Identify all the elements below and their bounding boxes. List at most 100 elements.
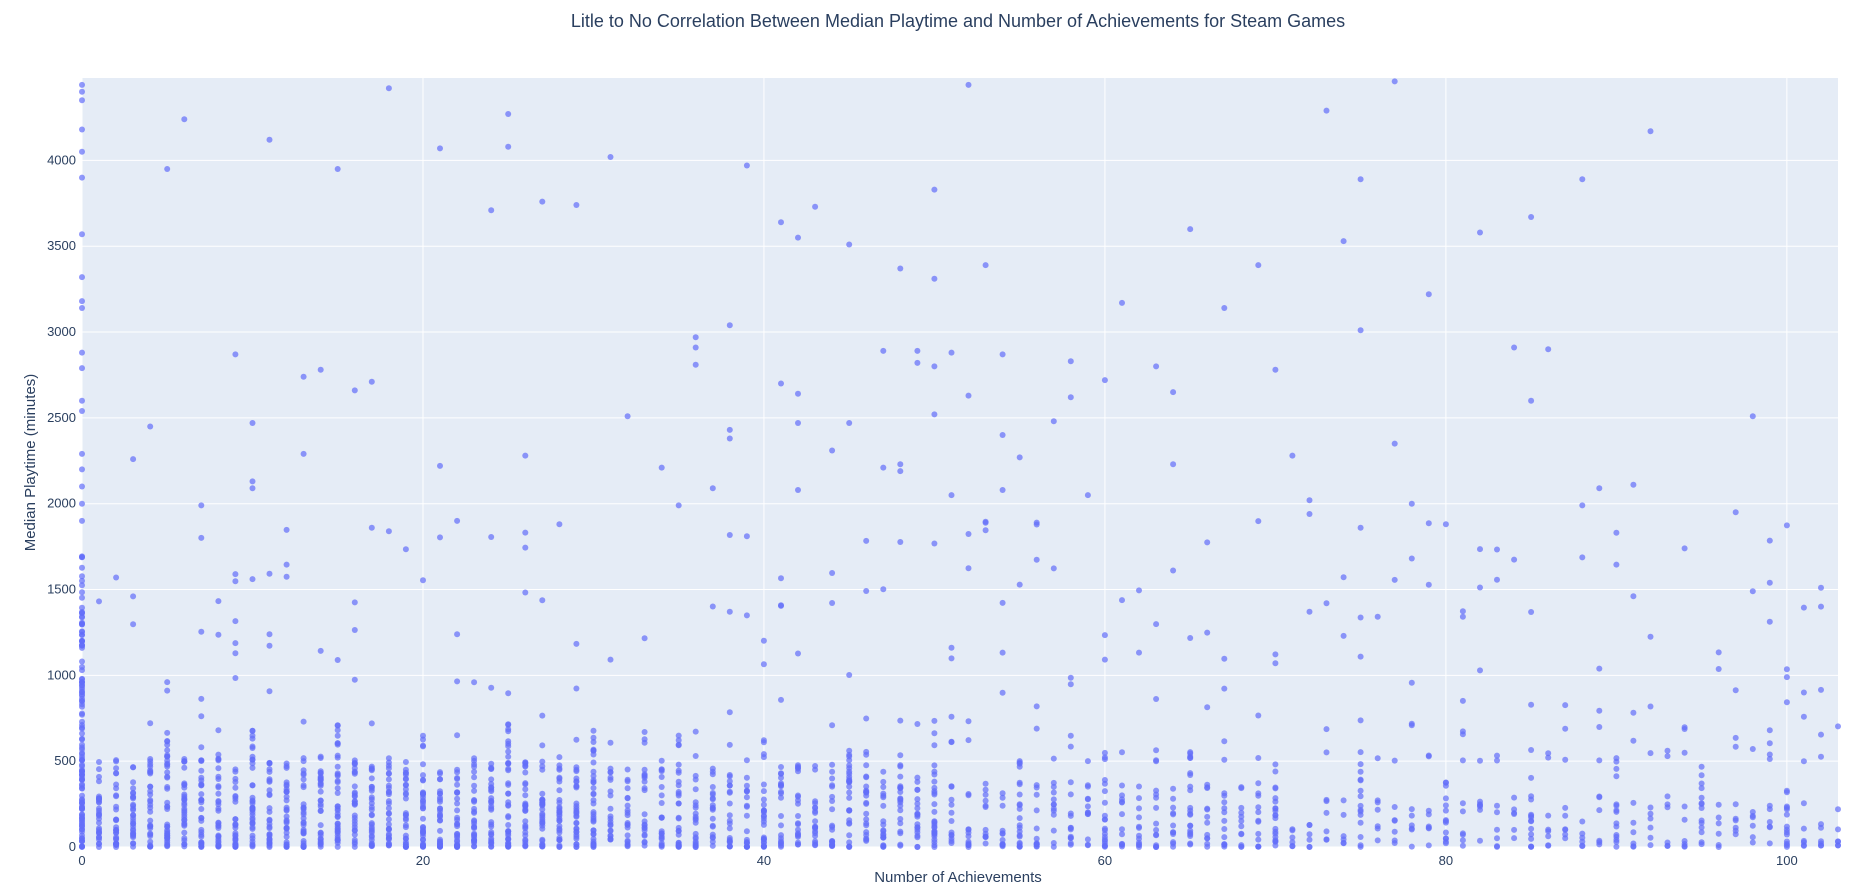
data-point [1545, 842, 1552, 849]
data-point [215, 807, 222, 814]
data-point [1511, 806, 1518, 813]
data-point [420, 791, 426, 798]
data-points [79, 78, 1841, 850]
data-point [1306, 836, 1313, 843]
data-point [266, 768, 273, 775]
data-point [1016, 805, 1023, 812]
data-point [726, 426, 733, 433]
data-point [778, 219, 784, 226]
data-point [1323, 796, 1330, 803]
data-point [1187, 750, 1194, 757]
data-point [1630, 843, 1637, 850]
data-point [1374, 837, 1381, 844]
data-point [198, 713, 205, 720]
data-point [863, 787, 870, 794]
data-point [1374, 613, 1381, 620]
data-point [743, 802, 750, 809]
data-point [1101, 780, 1108, 787]
data-point [283, 841, 290, 848]
data-point [709, 815, 716, 822]
data-point [300, 782, 307, 789]
data-point [1238, 818, 1245, 824]
data-point [829, 839, 836, 846]
grid-lines [81, 78, 1838, 848]
data-point [812, 800, 819, 807]
data-point [1647, 804, 1654, 811]
data-point [1357, 768, 1364, 775]
data-point [266, 836, 273, 843]
data-point [1562, 725, 1569, 732]
data-point [590, 790, 597, 797]
data-point [1221, 799, 1228, 806]
data-point [283, 782, 290, 789]
data-point [1136, 823, 1142, 830]
y-tick-label: 4000 [47, 152, 76, 167]
data-point [1732, 687, 1739, 694]
data-point [1050, 565, 1057, 572]
data-point [471, 755, 478, 762]
data-point [437, 817, 443, 824]
data-point [999, 599, 1006, 606]
data-point [1459, 831, 1466, 838]
data-point [948, 829, 955, 836]
data-point [863, 800, 870, 807]
data-point [573, 835, 580, 842]
data-point [232, 821, 239, 828]
data-point [1272, 805, 1279, 812]
data-point [79, 730, 85, 737]
data-point [454, 795, 461, 802]
data-point [880, 802, 887, 809]
data-point [96, 766, 102, 773]
data-point [1579, 176, 1586, 183]
data-point [607, 739, 614, 746]
data-point [948, 818, 955, 824]
data-point [1050, 811, 1057, 818]
data-point [931, 186, 938, 193]
data-point [726, 825, 733, 832]
data-point [215, 756, 222, 763]
data-point [1698, 780, 1705, 787]
data-point [505, 690, 512, 697]
data-point [965, 531, 972, 537]
data-point [743, 612, 750, 619]
data-point [692, 361, 699, 368]
data-point [846, 843, 853, 850]
data-point [130, 456, 137, 463]
data-point [812, 828, 819, 835]
data-point [897, 820, 904, 827]
data-point [863, 783, 870, 790]
data-point [1477, 546, 1483, 553]
data-point [880, 790, 887, 797]
data-point [795, 832, 801, 839]
data-point [1204, 806, 1211, 813]
data-point [897, 717, 904, 724]
data-point [1391, 828, 1398, 835]
data-point [948, 492, 955, 499]
data-point [1067, 681, 1074, 688]
data-point [1698, 794, 1705, 801]
data-point [1187, 635, 1194, 641]
data-point [641, 821, 648, 828]
data-point [999, 790, 1006, 797]
data-point [334, 825, 341, 832]
data-point [1579, 554, 1586, 561]
data-point [1562, 835, 1569, 842]
data-point [1306, 511, 1313, 517]
data-point [692, 334, 699, 341]
data-point [454, 781, 461, 788]
data-point [232, 675, 239, 681]
data-point [726, 773, 733, 780]
data-point [726, 435, 733, 442]
data-point [1528, 397, 1535, 404]
data-point [1050, 843, 1057, 850]
data-point [1630, 829, 1637, 836]
data-point [232, 618, 239, 625]
data-point [198, 791, 205, 798]
data-point [437, 770, 443, 777]
data-point [420, 828, 426, 835]
data-point [1647, 815, 1654, 822]
data-point [1153, 843, 1160, 850]
data-point [914, 786, 921, 793]
data-point [232, 578, 239, 585]
data-point [1511, 344, 1518, 351]
